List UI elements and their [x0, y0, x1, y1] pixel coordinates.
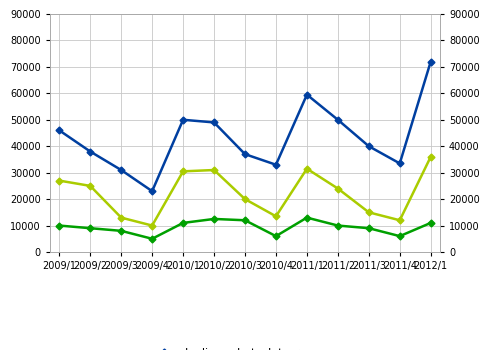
Lediga arbetsplatser: [273, 163, 279, 167]
På deltid: [118, 229, 124, 233]
Lediga arbetsplatser: [211, 120, 217, 125]
På viss tid: [87, 184, 93, 188]
På viss tid: [180, 169, 186, 174]
Line: Lediga arbetsplatser: Lediga arbetsplatser: [57, 59, 433, 194]
På deltid: [335, 223, 341, 228]
På viss tid: [428, 155, 434, 159]
Lediga arbetsplatser: [304, 92, 310, 97]
På deltid: [56, 223, 62, 228]
På deltid: [211, 217, 217, 221]
Lediga arbetsplatser: [180, 118, 186, 122]
På deltid: [428, 221, 434, 225]
På deltid: [273, 234, 279, 238]
På viss tid: [304, 167, 310, 171]
Lediga arbetsplatser: [56, 128, 62, 132]
På deltid: [242, 218, 248, 222]
På deltid: [397, 234, 403, 238]
Lediga arbetsplatser: [335, 118, 341, 122]
Line: På deltid: På deltid: [57, 215, 433, 241]
På viss tid: [118, 216, 124, 220]
På deltid: [87, 226, 93, 230]
På viss tid: [242, 197, 248, 201]
På viss tid: [335, 187, 341, 191]
På viss tid: [273, 214, 279, 218]
Legend: Lediga arbetsplatser, På deltid, På viss tid: Lediga arbetsplatser, På deltid, På viss…: [152, 348, 300, 350]
Lediga arbetsplatser: [397, 161, 403, 166]
Lediga arbetsplatser: [87, 149, 93, 154]
Lediga arbetsplatser: [149, 189, 155, 193]
Line: På viss tid: På viss tid: [57, 154, 433, 228]
På deltid: [304, 216, 310, 220]
På viss tid: [397, 218, 403, 222]
På deltid: [149, 237, 155, 241]
Lediga arbetsplatser: [118, 168, 124, 172]
På viss tid: [56, 178, 62, 183]
På deltid: [366, 226, 372, 230]
På deltid: [180, 221, 186, 225]
Lediga arbetsplatser: [242, 152, 248, 156]
På viss tid: [149, 223, 155, 228]
Lediga arbetsplatser: [366, 144, 372, 148]
På viss tid: [211, 168, 217, 172]
Lediga arbetsplatser: [428, 60, 434, 64]
På viss tid: [366, 210, 372, 215]
